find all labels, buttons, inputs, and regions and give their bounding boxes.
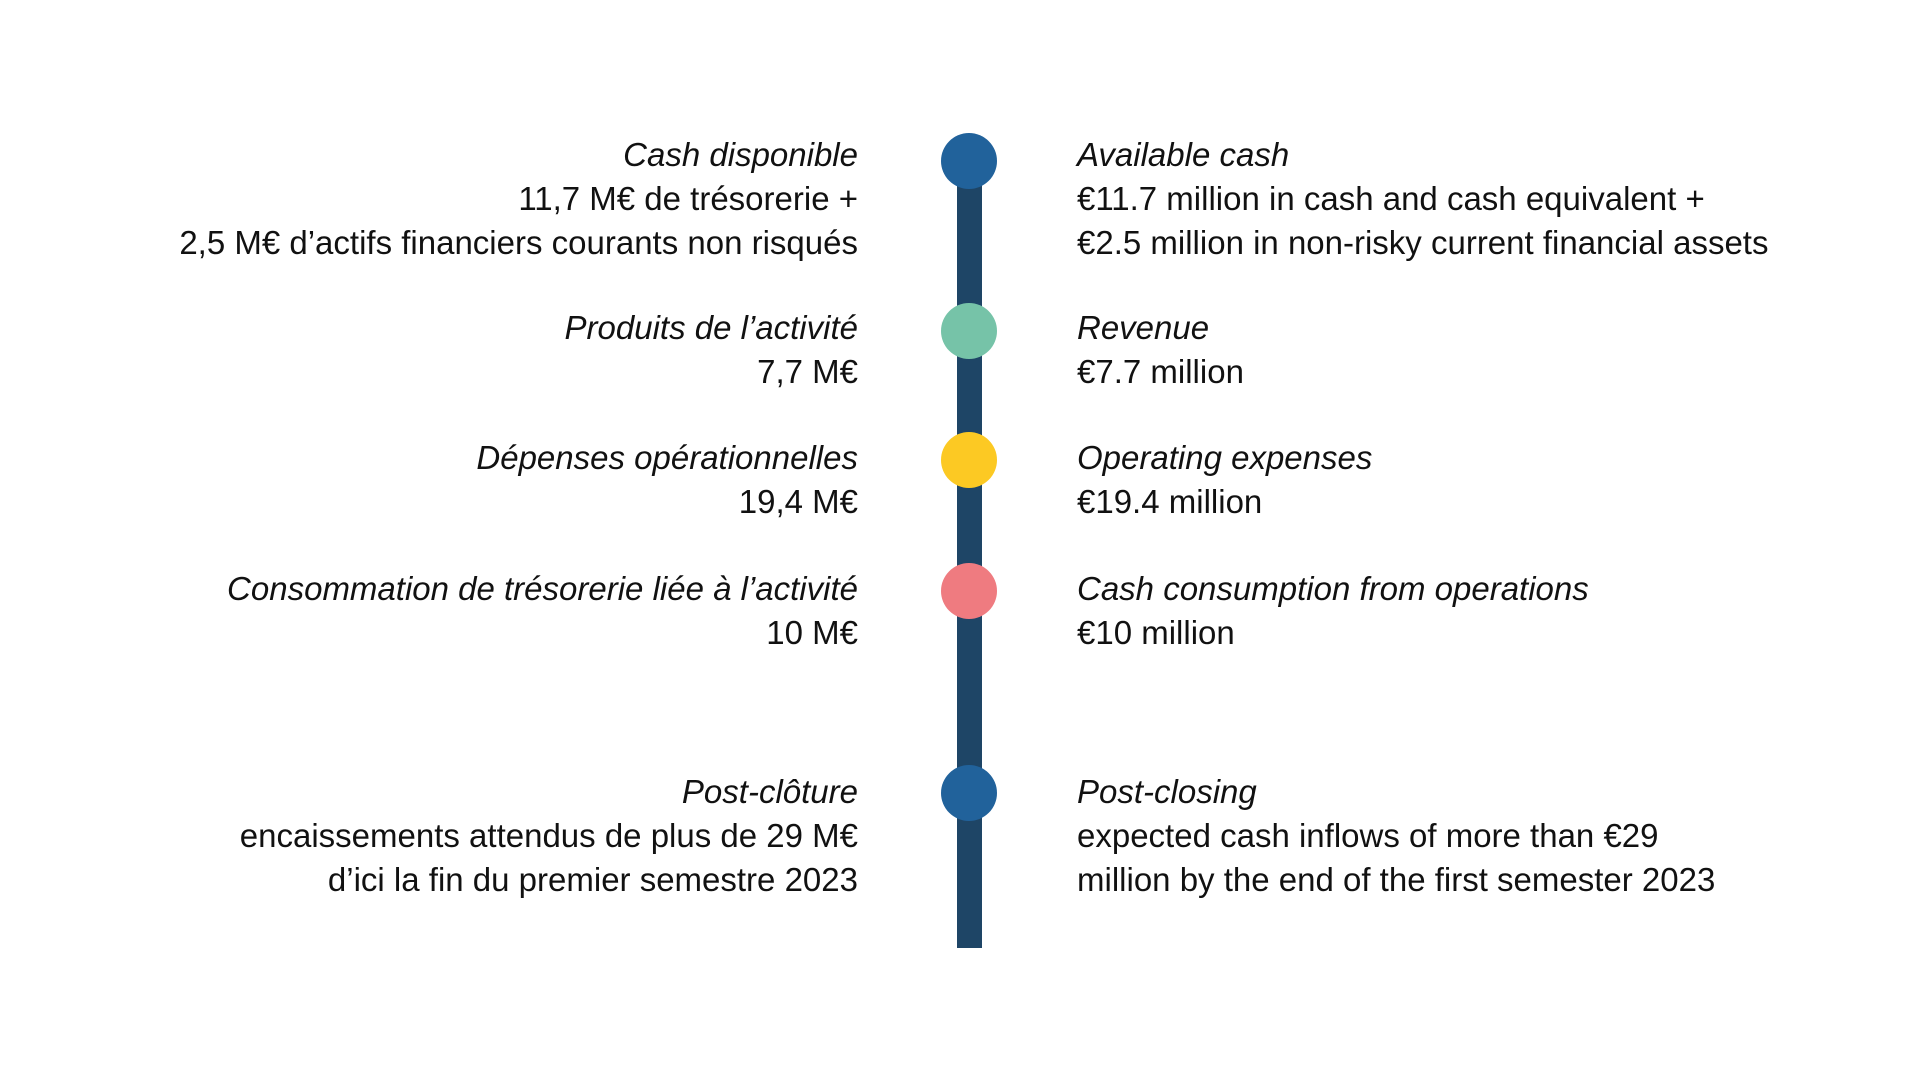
timeline-dot-operating-expenses xyxy=(941,432,997,488)
en-line: expected cash inflows of more than €29 xyxy=(1077,817,1659,854)
en-title: Operating expenses xyxy=(1077,439,1373,476)
fr-block-post-cloture: Post-clôture encaissements attendus de p… xyxy=(240,770,858,902)
en-title: Revenue xyxy=(1077,309,1210,346)
en-title: Available cash xyxy=(1077,136,1290,173)
fr-block-cash-disponible: Cash disponible 11,7 M€ de trésorerie + … xyxy=(179,133,858,265)
en-line: €10 million xyxy=(1077,614,1235,651)
en-line: €11.7 million in cash and cash equivalen… xyxy=(1077,180,1705,217)
fr-line: 19,4 M€ xyxy=(738,483,858,520)
fr-title: Post-clôture xyxy=(681,773,858,810)
en-title: Post-closing xyxy=(1077,773,1257,810)
timeline-dot-revenue xyxy=(941,303,997,359)
fr-line: 7,7 M€ xyxy=(757,353,858,390)
en-block-revenue: Revenue €7.7 million xyxy=(1077,306,1244,394)
fr-line: 2,5 M€ d’actifs financiers courants non … xyxy=(179,224,858,261)
fr-title: Cash disponible xyxy=(623,136,858,173)
fr-line: encaissements attendus de plus de 29 M€ xyxy=(239,817,858,854)
timeline-dot-post-closing xyxy=(941,765,997,821)
en-line: €2.5 million in non-risky current financ… xyxy=(1077,224,1769,261)
fr-line: d’ici la fin du premier semestre 2023 xyxy=(327,861,858,898)
timeline-line xyxy=(957,162,982,948)
en-block-post-closing: Post-closing expected cash inflows of mo… xyxy=(1077,770,1715,902)
en-block-operating-expenses: Operating expenses €19.4 million xyxy=(1077,436,1372,524)
fr-block-consommation: Consommation de trésorerie liée à l’acti… xyxy=(227,567,858,655)
en-line: €19.4 million xyxy=(1077,483,1263,520)
fr-block-produits: Produits de l’activité 7,7 M€ xyxy=(565,306,858,394)
fr-title: Dépenses opérationnelles xyxy=(476,439,858,476)
timeline-dot-cash-consumption xyxy=(941,563,997,619)
fr-title: Consommation de trésorerie liée à l’acti… xyxy=(227,570,858,607)
timeline-dot-available-cash xyxy=(941,133,997,189)
fr-title: Produits de l’activité xyxy=(564,309,858,346)
fr-line: 10 M€ xyxy=(766,614,858,651)
en-block-available-cash: Available cash €11.7 million in cash and… xyxy=(1077,133,1768,265)
en-line: million by the end of the first semester… xyxy=(1077,861,1716,898)
en-line: €7.7 million xyxy=(1077,353,1244,390)
en-block-cash-consumption: Cash consumption from operations €10 mil… xyxy=(1077,567,1589,655)
fr-block-depenses: Dépenses opérationnelles 19,4 M€ xyxy=(476,436,858,524)
fr-line: 11,7 M€ de trésorerie + xyxy=(518,180,858,217)
en-title: Cash consumption from operations xyxy=(1077,570,1589,607)
